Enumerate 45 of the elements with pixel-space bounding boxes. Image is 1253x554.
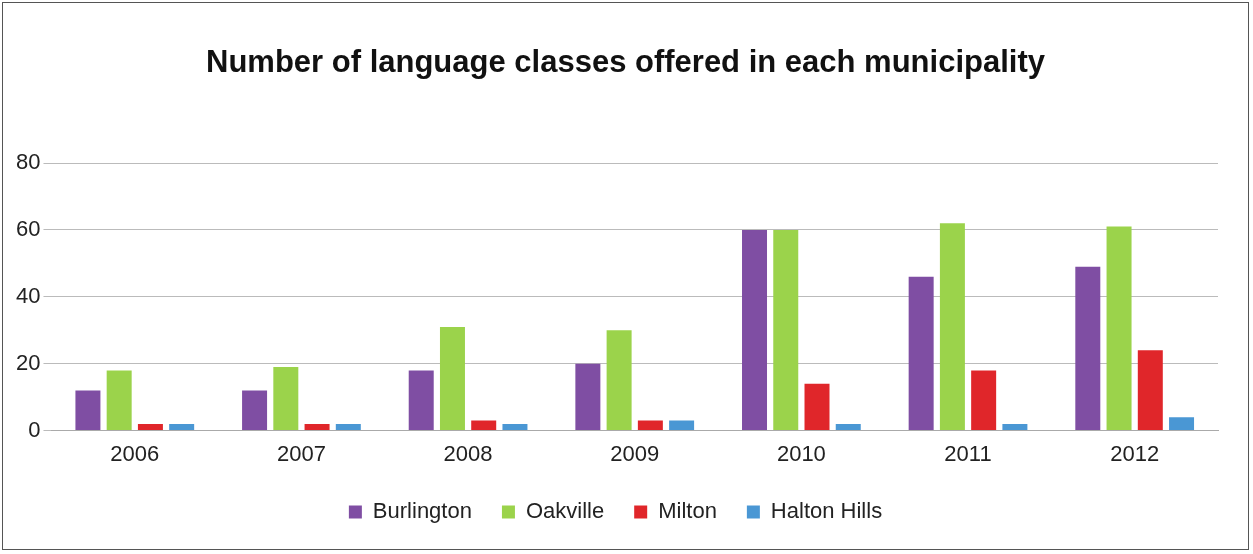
- bar: [575, 363, 601, 431]
- bar: [939, 223, 965, 431]
- bar: [304, 423, 330, 431]
- y-tick-label: 40: [15, 282, 41, 308]
- x-tick-label: 2011: [944, 440, 992, 466]
- bar: [471, 420, 497, 431]
- bar: [804, 383, 830, 431]
- x-tick-label: 2007: [276, 440, 326, 466]
- bar: [439, 326, 465, 431]
- bar: [335, 423, 361, 431]
- legend-label: Milton: [658, 498, 717, 524]
- bar: [1137, 350, 1163, 431]
- bar: [835, 423, 861, 431]
- bar: [1169, 417, 1195, 431]
- x-tick-label: 2009: [610, 440, 660, 466]
- y-tick-label: 60: [15, 215, 41, 241]
- bar: [106, 370, 132, 431]
- bar: [908, 276, 934, 431]
- bar: [669, 420, 695, 431]
- bar: [137, 423, 163, 431]
- x-tick-label: 2006: [110, 440, 160, 466]
- legend-label: Oakville: [525, 498, 605, 524]
- bar: [1002, 423, 1028, 431]
- bar: [971, 370, 997, 431]
- bar: [502, 423, 528, 431]
- bar: [75, 390, 101, 431]
- bar: [742, 229, 768, 431]
- bar: [1106, 226, 1132, 431]
- bar: [242, 390, 268, 431]
- x-tick-label: 2012: [1110, 440, 1160, 466]
- x-tick-label: 2008: [443, 440, 493, 466]
- bar: [273, 367, 299, 431]
- bar: [606, 330, 632, 431]
- bar: [1075, 266, 1101, 431]
- y-tick-label: 0: [28, 416, 41, 442]
- legend-label: Halton Hills: [770, 498, 883, 524]
- bar: [169, 423, 195, 431]
- chart-title: Number of language classes offered in each municipality: [205, 43, 1046, 81]
- bar: [637, 420, 663, 431]
- y-tick-label: 80: [15, 149, 41, 175]
- bar: [408, 370, 434, 431]
- legend-label: Burlington: [372, 498, 472, 524]
- bar: [773, 229, 799, 431]
- x-tick-label: 2010: [776, 440, 826, 466]
- y-tick-label: 20: [15, 349, 41, 375]
